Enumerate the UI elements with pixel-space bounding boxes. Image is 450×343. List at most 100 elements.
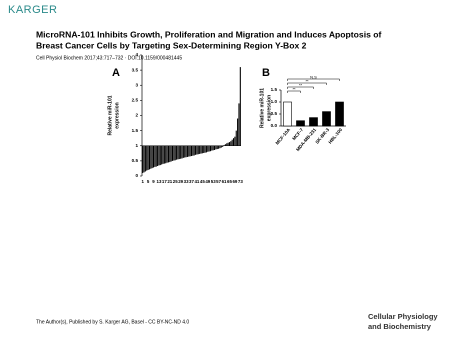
bar xyxy=(220,145,222,148)
bar xyxy=(143,145,145,173)
bar xyxy=(181,145,183,159)
x-tick-label: 29 xyxy=(178,179,183,184)
license: The Author(s), Published by S. Karger AG… xyxy=(36,319,189,325)
significance-label: N.S xyxy=(310,74,317,79)
bar xyxy=(163,145,165,164)
bar xyxy=(230,141,232,146)
bar xyxy=(170,145,172,162)
x-tick-label: 37 xyxy=(189,179,194,184)
y-tick-label: 0 xyxy=(135,173,138,178)
title-line: Breast Cancer Cells by Targeting Sex-Det… xyxy=(36,40,307,50)
bar xyxy=(186,145,188,157)
bar xyxy=(207,145,209,152)
y-tick-label: 0.0 xyxy=(271,123,278,128)
bar xyxy=(215,145,217,150)
bar xyxy=(335,101,344,127)
bar xyxy=(212,145,214,151)
bar xyxy=(152,145,155,168)
x-tick-label: 45 xyxy=(200,179,205,184)
bar xyxy=(190,145,193,157)
y-axis-label: expression xyxy=(266,95,272,121)
significance-bracket xyxy=(287,86,314,89)
bar xyxy=(142,145,144,173)
bar xyxy=(161,145,163,165)
journal: and Biochemistry xyxy=(368,322,432,331)
bar xyxy=(238,103,240,146)
x-tick-label: 69 xyxy=(232,179,237,184)
y-tick-label: 1.5 xyxy=(132,128,139,133)
y-tick-label: 2 xyxy=(135,113,138,118)
panel-label: B xyxy=(262,67,270,79)
bar xyxy=(214,145,216,150)
x-tick-label: 41 xyxy=(194,179,199,184)
panel-label: A xyxy=(112,67,120,79)
bar xyxy=(162,145,164,164)
bar xyxy=(180,145,182,159)
bar xyxy=(178,145,180,160)
y-tick-label: 3.5 xyxy=(132,67,139,72)
bar xyxy=(184,145,186,158)
x-tick-label: 1 xyxy=(141,179,144,184)
bar xyxy=(309,117,318,127)
bar xyxy=(154,145,156,167)
bar xyxy=(222,145,224,147)
bar xyxy=(195,145,197,155)
bar xyxy=(209,145,212,152)
bar xyxy=(165,145,167,164)
bar xyxy=(322,111,331,127)
bar xyxy=(283,101,292,127)
x-tick-label: 49 xyxy=(205,179,210,184)
x-tick-label: 25 xyxy=(173,179,178,184)
bar xyxy=(208,145,210,152)
bar xyxy=(171,145,174,161)
bar xyxy=(169,145,171,163)
bar xyxy=(151,145,153,169)
bar xyxy=(159,145,161,166)
x-tick-label: 21 xyxy=(167,179,172,184)
x-tick-label: 53 xyxy=(211,179,216,184)
x-tick-label: 17 xyxy=(162,179,167,184)
bar xyxy=(205,145,207,153)
y-tick-label: 4 xyxy=(135,52,138,57)
x-tick-label: 65 xyxy=(227,179,232,184)
significance-label: ** xyxy=(305,78,309,83)
title-line: MicroRNA-101 Inhibits Growth, Proliferat… xyxy=(36,29,381,39)
bar xyxy=(200,145,202,154)
bar xyxy=(226,143,228,146)
bar xyxy=(203,145,205,154)
bar xyxy=(167,145,169,163)
y-tick-label: 3 xyxy=(135,82,138,87)
bar xyxy=(188,145,190,157)
y-tick-label: 2.5 xyxy=(132,98,139,103)
bar xyxy=(174,145,176,161)
y-tick-label: 0.5 xyxy=(271,111,278,116)
citation: Cell Physiol Biochem 2017;43:717–732 · D… xyxy=(36,55,182,61)
bar xyxy=(211,145,213,151)
x-tick-label: 57 xyxy=(216,179,221,184)
y-axis-label: Relative miR-101 xyxy=(259,88,265,128)
x-tick-label: 73 xyxy=(238,179,243,184)
significance-bracket xyxy=(287,82,327,85)
y-tick-label: 1.5 xyxy=(271,87,278,92)
significance-label: ** xyxy=(292,86,296,91)
bar xyxy=(223,145,225,146)
bar xyxy=(148,145,151,170)
y-tick-label: 0.5 xyxy=(132,158,139,163)
bar xyxy=(232,138,235,146)
significance-label: ** xyxy=(299,82,303,87)
x-tick-label: 9 xyxy=(152,179,155,184)
bar xyxy=(182,145,184,158)
bar xyxy=(166,145,168,163)
bar xyxy=(216,145,218,150)
bar xyxy=(157,145,159,167)
bar xyxy=(146,145,148,171)
bar xyxy=(234,136,236,146)
bar xyxy=(185,145,187,158)
bar xyxy=(219,145,221,149)
bar xyxy=(296,120,305,127)
logo: KARGER xyxy=(8,4,57,16)
bar xyxy=(237,118,239,146)
bar xyxy=(231,139,233,146)
bar xyxy=(144,145,146,172)
bar xyxy=(235,130,237,146)
